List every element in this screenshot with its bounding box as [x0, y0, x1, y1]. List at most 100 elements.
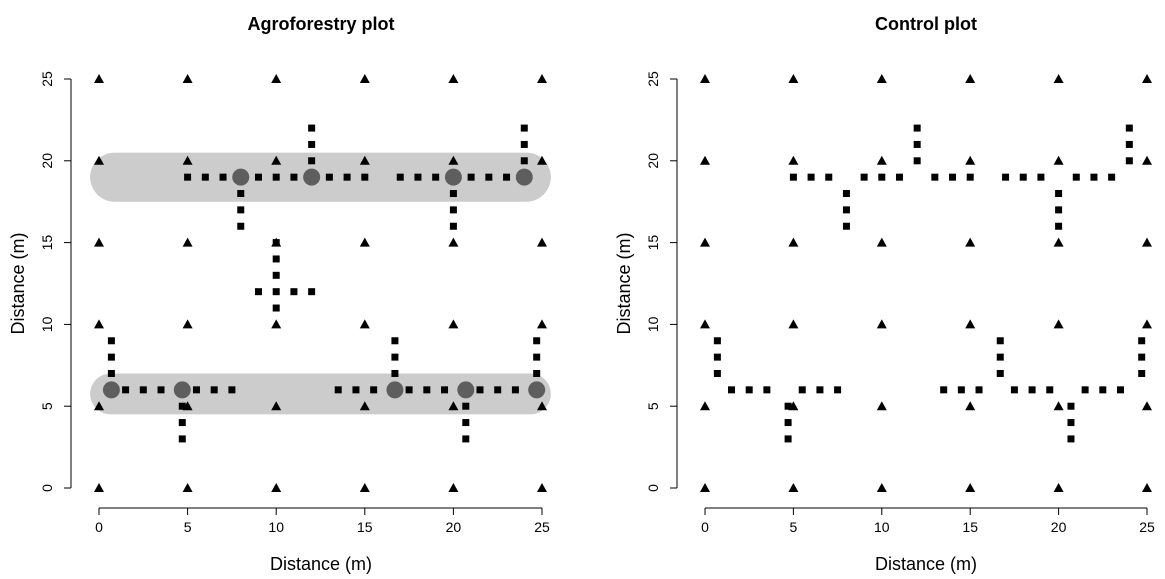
chart-1-circle-point-2: [444, 168, 462, 186]
chart-2-x-tick-label-25: 25: [1139, 519, 1155, 535]
chart-2-square-point-21: [1055, 190, 1063, 198]
chart-2-square-point-15: [842, 190, 850, 198]
chart-2-square-point-3: [860, 173, 868, 181]
chart-1-circle-point-3: [515, 168, 533, 186]
chart-1-circle-point-6: [386, 381, 404, 399]
chart-1-y-tick-label-25: 25: [39, 71, 55, 87]
chart-2-square-point-43: [713, 353, 721, 361]
chart-1-circle-point-7: [457, 381, 475, 399]
chart-1-triangle-point-27: [359, 155, 370, 165]
chart-1-triangle-point-23: [537, 237, 547, 247]
chart-1-square-point-28: [290, 288, 298, 296]
chart-1-y-tick-label-0: 0: [39, 484, 55, 492]
chart-1-triangle-point-1: [182, 483, 193, 492]
chart-2-square-point-22: [1055, 206, 1063, 214]
chart-1-square-point-51: [107, 353, 115, 361]
chart-2-square-point-35: [975, 386, 983, 394]
chart-2-triangle-point-16: [1053, 319, 1064, 329]
chart-2-triangle-point-25: [788, 155, 799, 165]
chart-1-triangle-point-17: [537, 319, 547, 329]
chart-2-triangle-point-33: [965, 74, 976, 83]
chart-1-y-tick-label-10: 10: [39, 316, 55, 332]
chart-2-triangle-point-4: [1053, 483, 1064, 492]
chart-1-square-point-10: [414, 173, 422, 181]
chart-1-square-point-63: [533, 353, 541, 361]
chart-1-triangle-point-18: [94, 237, 104, 247]
chart-1-square-point-2: [219, 173, 227, 181]
chart-1-square-point-29: [308, 288, 316, 296]
chart-2-square-point-54: [1138, 369, 1146, 377]
chart-1-series-square: [107, 124, 541, 443]
chart-1-circle-point-0: [232, 168, 250, 186]
chart-2-square-point-38: [1046, 386, 1054, 394]
chart-2-triangle-point-15: [965, 319, 976, 329]
chart-2-triangle-point-27: [965, 155, 976, 165]
chart-2-square-point-28: [745, 386, 753, 394]
chart-1-square-point-8: [361, 173, 369, 181]
chart-2-square-point-12: [1072, 173, 1080, 181]
chart-2-triangle-point-29: [1142, 155, 1152, 165]
chart-2-triangle-point-12: [700, 319, 710, 329]
chart-2-square-point-10: [1019, 173, 1027, 181]
chart-1-square-point-42: [352, 386, 360, 394]
chart-panel-2: Control plot 0 5 10 15 20 25 Distance (m) 0 5 10 15…: [614, 14, 1155, 574]
chart-1-triangle-point-16: [448, 319, 459, 329]
chart-1-triangle-point-12: [94, 319, 104, 329]
chart-1-square-point-27: [254, 288, 262, 296]
chart-1-square-point-5: [290, 173, 298, 181]
chart-2-square-point-49: [996, 353, 1004, 361]
chart-1-square-point-6: [325, 173, 333, 181]
chart-2-x-tick-label-15: 15: [962, 519, 978, 535]
chart-1-square-point-61: [462, 435, 470, 443]
chart-2-square-point-51: [1067, 402, 1075, 410]
chart-1-x-tick-label-0: 0: [95, 519, 103, 535]
chart-1-square-point-17: [237, 222, 245, 230]
chart-2-triangle-point-35: [1142, 74, 1152, 83]
chart-2-triangle-point-19: [788, 237, 799, 247]
chart-2-square-point-40: [1099, 386, 1107, 394]
chart-1-triangle-point-28: [448, 155, 459, 165]
chart-1-square-point-57: [391, 353, 399, 361]
chart-1-square-point-64: [533, 337, 541, 345]
chart-2-square-point-47: [784, 435, 792, 443]
chart-1-square-point-53: [178, 402, 186, 410]
chart-1-square-point-50: [107, 369, 115, 377]
chart-2-triangle-point-3: [965, 483, 976, 492]
chart-1-square-point-7: [343, 173, 351, 181]
chart-2-triangle-point-23: [1142, 237, 1152, 247]
chart-1-square-point-52: [107, 337, 115, 345]
chart-1-square-point-23: [449, 222, 457, 230]
chart-2-square-point-16: [842, 206, 850, 214]
chart-1-circle-point-1: [303, 168, 321, 186]
chart-2-triangle-point-11: [1142, 401, 1152, 411]
chart-2-square-point-52: [1067, 419, 1075, 427]
chart-1-triangle-point-6: [94, 401, 104, 411]
chart-1-square-point-9: [396, 173, 404, 181]
chart-2-triangle-point-2: [876, 483, 887, 492]
chart-2-square-point-24: [1125, 157, 1133, 165]
chart-1-circle-point-8: [528, 381, 546, 399]
chart-2-triangle-point-26: [876, 155, 887, 165]
chart-2-y-tick-label-15: 15: [645, 235, 661, 251]
chart-1-square-point-1: [201, 173, 209, 181]
chart-1-square-point-26: [520, 124, 528, 132]
chart-1-x-tick-label-10: 10: [268, 519, 284, 535]
chart-2-square-point-31: [816, 386, 824, 394]
chart-2-square-point-33: [940, 386, 948, 394]
chart-1-x-axis-label: Distance (m): [270, 554, 372, 574]
chart-1-triangle-point-31: [182, 74, 193, 83]
chart-1-x-tick-label-25: 25: [534, 519, 550, 535]
chart-2-square-point-44: [713, 337, 721, 345]
chart-1-series-triangle: [94, 74, 547, 492]
chart-2-square-point-9: [1002, 173, 1010, 181]
chart-2-square-point-55: [1138, 353, 1146, 361]
chart-2-square-point-48: [996, 369, 1004, 377]
chart-2-x-tick-label-20: 20: [1051, 519, 1067, 535]
chart-1-square-point-0: [184, 173, 192, 181]
chart-1-triangle-point-13: [182, 319, 193, 329]
chart-2-y-tick-label-5: 5: [645, 402, 661, 410]
chart-2-triangle-point-32: [876, 74, 887, 83]
chart-1-square-point-40: [228, 386, 236, 394]
chart-1-triangle-point-34: [448, 74, 459, 83]
